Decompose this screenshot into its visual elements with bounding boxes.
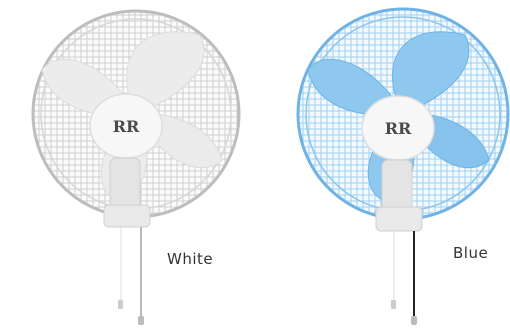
motor-housing bbox=[381, 159, 413, 211]
variant-label-blue: Blue bbox=[453, 244, 489, 262]
brand-logo: RR bbox=[113, 117, 140, 136]
fan-blade bbox=[392, 31, 470, 115]
fan-blade bbox=[126, 31, 205, 115]
wall-mount bbox=[375, 206, 423, 232]
fan-blue bbox=[296, 7, 510, 325]
plug bbox=[391, 300, 396, 309]
variant-label-white: White bbox=[167, 250, 214, 268]
motor-housing bbox=[109, 157, 141, 209]
wall-mount bbox=[103, 204, 151, 228]
plug bbox=[118, 300, 123, 309]
fan-white bbox=[31, 9, 241, 325]
cord-handle bbox=[138, 316, 144, 325]
cord-handle bbox=[411, 316, 417, 325]
brand-logo: RR bbox=[385, 119, 412, 138]
